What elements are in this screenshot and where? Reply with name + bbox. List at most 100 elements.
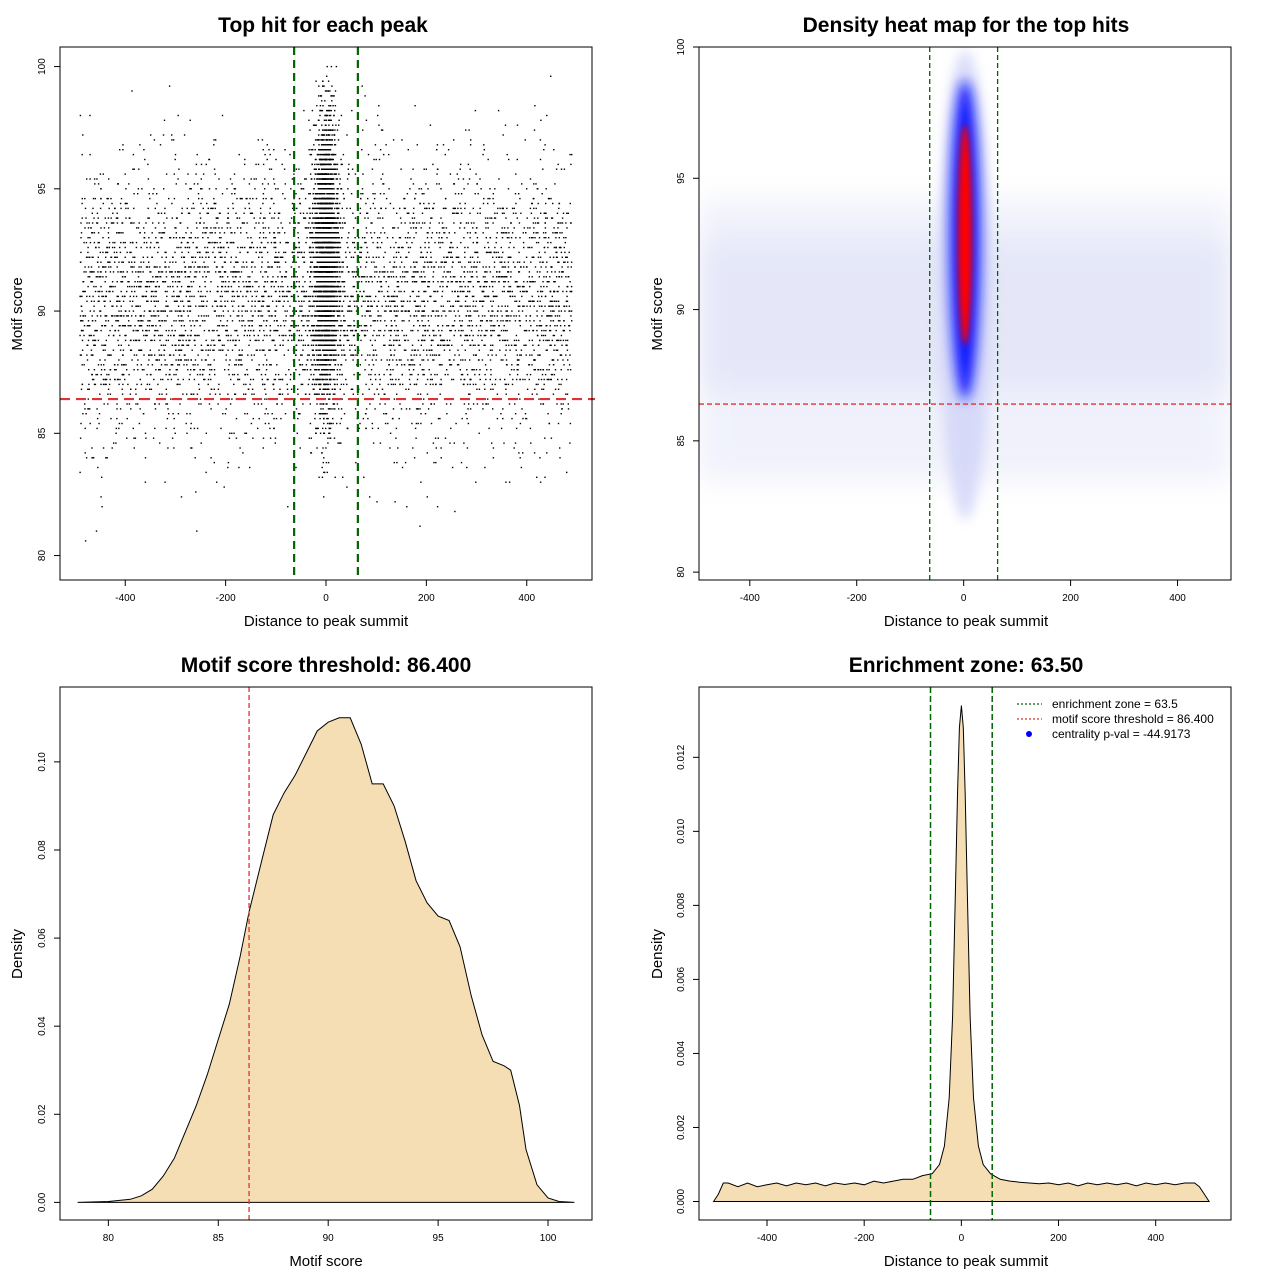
- scatter-point: [200, 349, 203, 351]
- scatter-point: [301, 383, 304, 386]
- scatter-point: [432, 359, 434, 361]
- scatter-point: [200, 163, 203, 166]
- scatter-point: [552, 334, 554, 337]
- scatter-point: [493, 261, 496, 263]
- scatter-point: [440, 217, 442, 219]
- scatter-point: [406, 193, 409, 195]
- scatter-point: [427, 320, 430, 322]
- scatter-point: [125, 217, 127, 219]
- scatter-point: [199, 256, 201, 258]
- scatter-x-axis-label: Distance to peak summit: [244, 613, 409, 630]
- scatter-point: [172, 285, 174, 288]
- scatter-point: [440, 281, 442, 283]
- scatter-point: [395, 241, 397, 244]
- scatter-point: [213, 202, 216, 205]
- scatter-point: [395, 256, 398, 258]
- scatter-point: [476, 251, 478, 254]
- scatter-point: [417, 408, 419, 410]
- scatter-point: [186, 290, 188, 293]
- scatter-point: [440, 261, 442, 263]
- scatter-point: [495, 295, 497, 298]
- scatter-point: [273, 149, 275, 151]
- scatter-point: [531, 364, 533, 366]
- scatter-point: [258, 222, 260, 224]
- scatter-point: [189, 413, 191, 415]
- scatter-point: [514, 442, 517, 444]
- scatter-point: [154, 290, 156, 293]
- scatter-point: [348, 232, 350, 234]
- scatter-point: [158, 354, 161, 356]
- scatter-point: [207, 383, 209, 386]
- scatter-point: [353, 241, 355, 244]
- scatter-point: [178, 246, 180, 249]
- scatter-point: [105, 251, 107, 254]
- scatter-point: [120, 281, 122, 283]
- scatter-point: [378, 237, 381, 239]
- scatter-point: [409, 408, 411, 410]
- scatter-point: [205, 315, 208, 317]
- scatter-point: [356, 305, 358, 307]
- scatter-point: [205, 227, 207, 229]
- scatter-point: [309, 369, 312, 371]
- scatter-point: [134, 290, 136, 293]
- scatter-point: [463, 290, 465, 293]
- scatter-point: [168, 354, 171, 356]
- scatter-point: [111, 305, 113, 307]
- scatter-point: [458, 281, 461, 283]
- scatter-point: [191, 349, 193, 351]
- scatter-point: [561, 271, 563, 273]
- scatter-point: [450, 256, 452, 258]
- scatter-point: [164, 359, 166, 361]
- scatter-point: [291, 325, 293, 327]
- scatter-point: [162, 134, 165, 136]
- scatter-point: [138, 285, 140, 288]
- scatter-point: [413, 281, 416, 283]
- scatter-point: [145, 266, 148, 268]
- scatter-point: [409, 222, 411, 224]
- scatter-point: [103, 266, 105, 268]
- scatter-point: [168, 197, 170, 200]
- scatter-point: [295, 325, 297, 327]
- scatter-point: [406, 212, 409, 214]
- scatter-point: [364, 315, 366, 317]
- scatter-point: [175, 227, 177, 229]
- scatter-point: [86, 295, 88, 298]
- scatter-point: [289, 329, 292, 332]
- scatter-point: [196, 320, 199, 322]
- scatter-point: [235, 344, 237, 346]
- scatter-point: [136, 339, 138, 342]
- scatter-point: [491, 349, 493, 351]
- scatter-point: [139, 378, 141, 381]
- scatter-point: [236, 217, 238, 219]
- scatter-point: [507, 256, 509, 258]
- scatter-point: [142, 329, 144, 332]
- scatter-point: [423, 193, 425, 195]
- scatter-point: [100, 315, 102, 317]
- scatter-point: [134, 256, 136, 258]
- scatter-point: [270, 364, 272, 366]
- scatter-point: [109, 271, 112, 273]
- scatter-point: [537, 344, 540, 346]
- scatter-point: [289, 315, 292, 317]
- scatter-point: [492, 447, 495, 449]
- scatter-point: [100, 285, 102, 288]
- scatter-point: [518, 393, 520, 395]
- scatter-point: [275, 251, 277, 254]
- scatter-point: [214, 256, 216, 258]
- scatter-point: [338, 295, 340, 298]
- scatter-point: [533, 197, 535, 200]
- scatter-point: [163, 232, 165, 234]
- scatter-point: [256, 339, 258, 342]
- scatter-point: [109, 329, 111, 332]
- scatter-point: [163, 320, 166, 322]
- scatter-point: [213, 261, 216, 263]
- scatter-point: [297, 393, 299, 395]
- scatter-point: [362, 173, 364, 175]
- scatter-point: [498, 334, 500, 337]
- scatter-point: [149, 281, 152, 283]
- scatter-point: [549, 305, 551, 307]
- scatter-point: [98, 276, 101, 278]
- scatter-point: [131, 90, 133, 92]
- scatter-point: [125, 334, 127, 337]
- scatter-point: [505, 344, 507, 346]
